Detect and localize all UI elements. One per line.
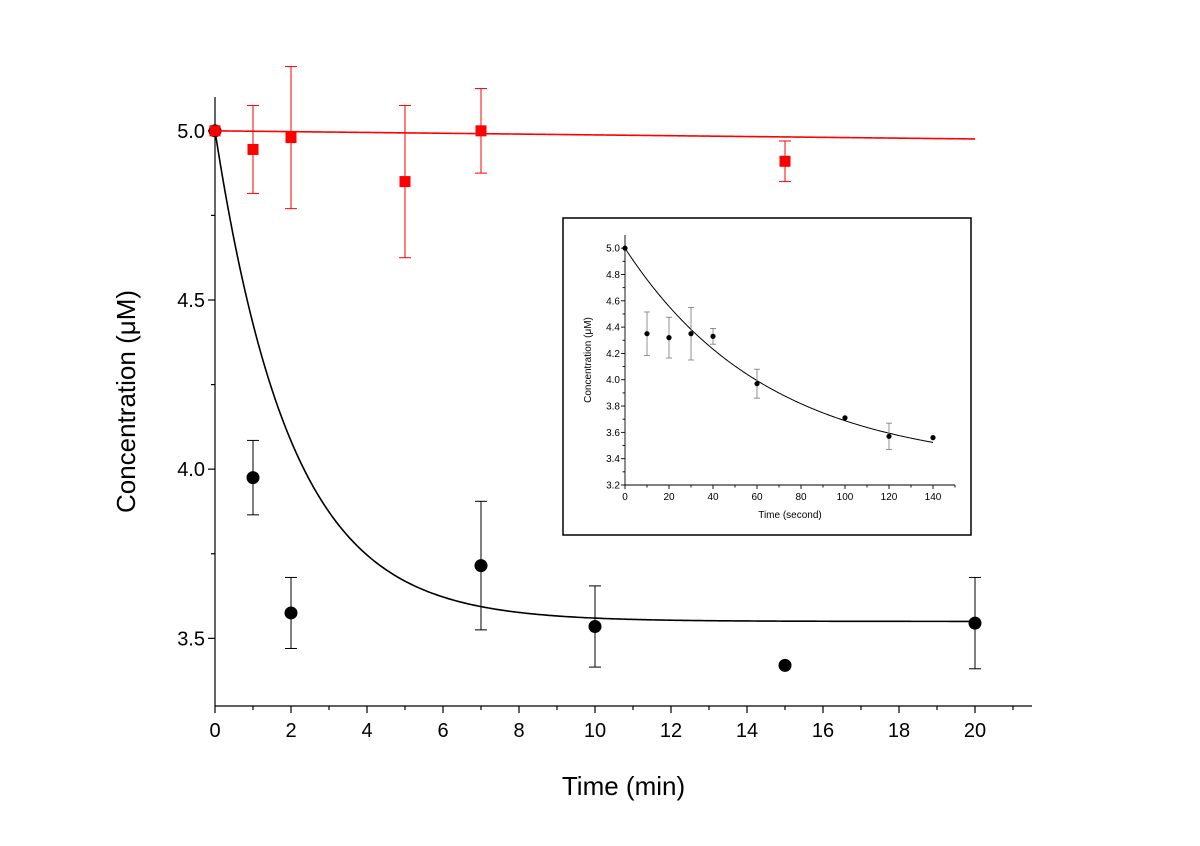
- main-data-point-red: [285, 132, 297, 144]
- main-data-point-black: [588, 619, 602, 633]
- inset-data-point-inset: [644, 331, 650, 337]
- main-data-point-black: [284, 606, 298, 620]
- inset-data-point-inset: [754, 381, 760, 387]
- main-x-tick-label: 6: [437, 720, 448, 742]
- inset-x-tick-label: 0: [622, 492, 628, 503]
- main-x-tick-label: 12: [660, 720, 682, 742]
- inset-x-tick-label: 140: [925, 492, 942, 503]
- inset-y-tick-label: 5.0: [606, 244, 620, 255]
- main-plot: 0 2 4 6 8 10 12 14 16 18 20 3.5 4.0 4.5 5.0 Time (min) C…: [111, 66, 1032, 801]
- main-data-point-black: [778, 658, 792, 672]
- inset-y-tick-label: 3.4: [606, 454, 620, 465]
- main-x-tick-label: 20: [964, 720, 986, 742]
- main-data-point-black: [968, 616, 982, 630]
- main-data-point-red: [779, 155, 791, 167]
- inset-data-point-inset: [886, 433, 892, 439]
- main-y-tick-label: 3.5: [177, 628, 205, 650]
- inset-data-point-inset: [666, 335, 672, 341]
- main-x-tick-label: 16: [812, 720, 834, 742]
- inset-y-tick-label: 3.6: [606, 428, 620, 439]
- inset-data-point-inset: [622, 245, 628, 251]
- inset-y-tick-label: 4.6: [606, 296, 620, 307]
- inset-y-tick-label: 4.0: [606, 375, 620, 386]
- inset-y-tick-label: 4.4: [606, 323, 620, 334]
- inset-data-point-inset: [930, 435, 936, 441]
- inset-x-axis-title: Time (second): [758, 510, 822, 521]
- main-data-point-red: [475, 125, 487, 137]
- main-y-tick-label: 5.0: [177, 121, 205, 143]
- inset-y-tick-label: 4.2: [606, 349, 620, 360]
- main-x-tick-label: 4: [361, 720, 372, 742]
- inset-data-point-inset: [842, 415, 848, 421]
- main-x-tick-label: 18: [888, 720, 910, 742]
- inset-x-tick-label: 100: [837, 492, 854, 503]
- main-data-point-red: [247, 143, 259, 155]
- main-y-axis-title: Concentration (μM): [111, 290, 141, 513]
- main-x-tick-label: 8: [513, 720, 524, 742]
- main-x-tick-label: 14: [736, 720, 758, 742]
- inset-frame: [562, 217, 972, 536]
- inset-plot: 0 20 40 60 80 100 120 140 3.2 3.4 3.6 3.8 4.0 4.2 4.4 4…: [562, 217, 972, 536]
- inset-y-axis-title: Concentration (μM): [583, 317, 594, 403]
- main-x-tick-label: 0: [209, 720, 220, 742]
- inset-y-tick-label: 3.2: [606, 481, 620, 492]
- inset-y-tick-label: 4.8: [606, 270, 620, 281]
- inset-x-tick-label: 120: [881, 492, 898, 503]
- inset-x-tick-label: 20: [663, 492, 675, 503]
- main-x-tick-label: 2: [285, 720, 296, 742]
- main-x-axis-title: Time (min): [562, 771, 685, 801]
- inset-fit-curve-inset: [624, 247, 934, 443]
- main-x-tick-label: 10: [584, 720, 606, 742]
- main-data-point-red: [399, 176, 411, 188]
- inset-x-tick-label: 80: [795, 492, 807, 503]
- inset-data-point-inset: [688, 331, 694, 337]
- main-fit-curve-red: [214, 130, 976, 140]
- main-data-point-black: [246, 471, 260, 485]
- inset-data-point-inset: [710, 333, 716, 339]
- inset-x-tick-label: 60: [751, 492, 763, 503]
- main-data-point-black: [474, 559, 488, 573]
- inset-y-tick-label: 3.8: [606, 402, 620, 413]
- main-data-point-red: [209, 125, 221, 137]
- inset-x-tick-label: 40: [707, 492, 719, 503]
- main-y-tick-label: 4.0: [177, 459, 205, 481]
- main-y-tick-label: 4.5: [177, 290, 205, 312]
